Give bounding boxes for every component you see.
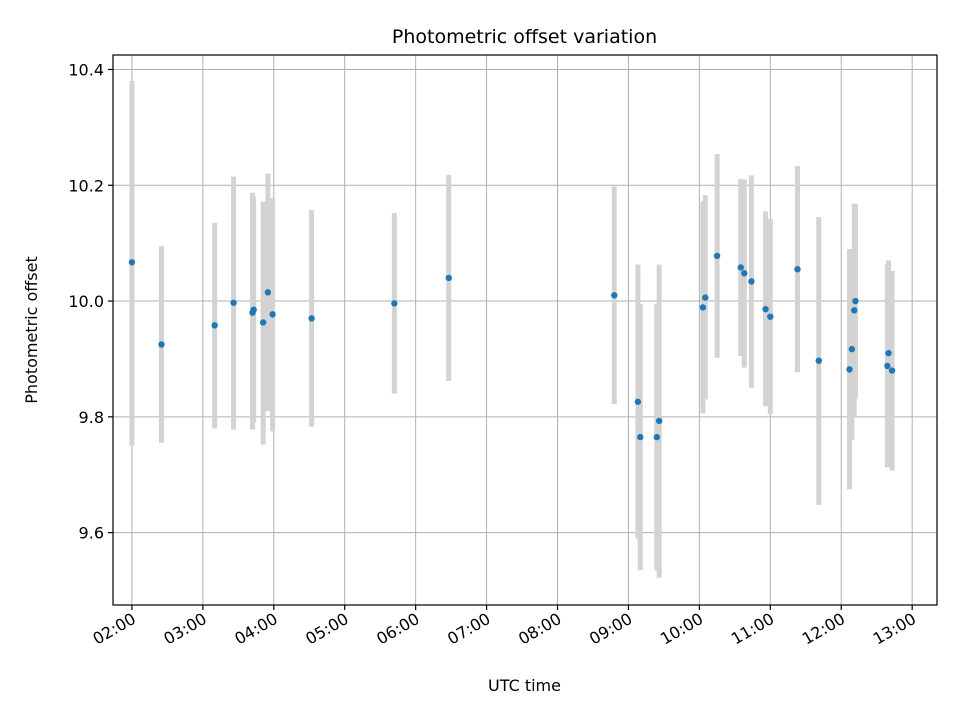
data-point <box>308 315 315 322</box>
data-point <box>611 292 618 299</box>
data-point <box>637 433 644 441</box>
data-point <box>699 304 707 311</box>
y-tick-label: 9.6 <box>79 524 104 543</box>
data-point <box>851 307 858 314</box>
chart-title: Photometric offset variation <box>392 26 657 48</box>
data-points <box>128 252 896 441</box>
data-point <box>713 252 721 260</box>
y-tick-label: 10.2 <box>68 176 104 195</box>
data-point <box>264 289 272 296</box>
data-point <box>748 278 755 285</box>
data-point <box>888 367 896 374</box>
data-point <box>250 306 257 313</box>
y-axis: 9.6 9.8 10.0 10.2 10.4 <box>68 60 113 543</box>
data-point <box>885 349 892 357</box>
data-point <box>230 299 237 306</box>
data-point <box>211 322 218 329</box>
data-point <box>445 274 452 282</box>
y-tick-label: 10.4 <box>68 60 104 79</box>
data-point <box>269 311 276 318</box>
data-point <box>634 398 642 405</box>
data-point <box>884 362 891 370</box>
data-point <box>741 270 748 277</box>
y-axis-title: Photometric offset <box>22 256 41 404</box>
data-point <box>815 357 822 364</box>
data-point <box>762 305 769 313</box>
data-point <box>158 341 165 348</box>
data-point <box>653 433 661 441</box>
y-tick-label: 10.0 <box>68 292 104 311</box>
data-point <box>259 319 267 326</box>
data-point <box>794 266 801 273</box>
data-point <box>737 264 744 271</box>
plot-frame <box>112 54 938 606</box>
data-point <box>702 294 709 301</box>
data-point <box>846 366 853 373</box>
data-point <box>655 417 663 425</box>
data-point <box>852 297 859 305</box>
data-point <box>391 300 398 307</box>
data-point <box>848 345 856 353</box>
data-point <box>767 313 774 320</box>
y-tick-label: 9.8 <box>79 408 104 427</box>
x-axis-title: UTC time <box>488 676 561 695</box>
data-point <box>128 259 136 266</box>
